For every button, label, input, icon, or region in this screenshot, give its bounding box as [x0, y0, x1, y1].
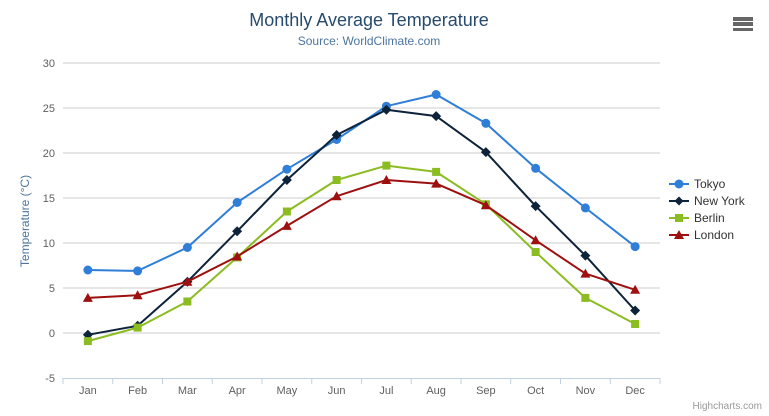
x-axis-label: Jan — [79, 385, 97, 397]
y-axis-label: 30 — [43, 58, 55, 70]
series-line-tokyo — [87, 93, 636, 272]
data-point-tokyo[interactable] — [431, 90, 441, 99]
chart-title: Monthly Average Temperature — [249, 10, 489, 30]
hamburger-icon — [733, 22, 753, 26]
highcharts-credit[interactable]: Highcharts.com — [692, 401, 762, 412]
data-point-tokyo[interactable] — [481, 118, 491, 128]
legend-item-berlin[interactable]: Berlin — [669, 209, 745, 226]
data-point-london[interactable] — [480, 200, 491, 210]
legend-item-tokyo[interactable]: Tokyo — [669, 175, 745, 192]
data-point-berlin[interactable] — [631, 320, 640, 328]
data-point-berlin[interactable] — [83, 337, 92, 346]
legend-label: Tokyo — [694, 176, 726, 191]
y-axis-label: 10 — [43, 238, 55, 250]
hamburger-icon — [733, 27, 753, 31]
data-point-berlin[interactable] — [133, 323, 142, 332]
data-point-london[interactable] — [580, 268, 591, 278]
y-axis-label: 25 — [43, 103, 55, 115]
data-point-tokyo[interactable] — [630, 242, 640, 252]
data-point-new-york[interactable] — [281, 175, 292, 185]
data-point-london[interactable] — [331, 191, 342, 201]
data-point-berlin[interactable] — [183, 297, 192, 306]
data-point-london[interactable] — [132, 290, 143, 300]
data-point-london[interactable] — [630, 284, 641, 294]
data-point-tokyo[interactable] — [580, 203, 590, 213]
data-point-tokyo[interactable] — [133, 266, 143, 276]
legend-label: New York — [694, 193, 745, 208]
data-point-berlin[interactable] — [382, 161, 391, 170]
series-line-berlin — [87, 164, 636, 343]
legend-label: Berlin — [694, 210, 725, 225]
x-axis-label: Jun — [328, 385, 346, 397]
data-point-new-york[interactable] — [530, 201, 541, 212]
hamburger-icon — [733, 17, 753, 21]
data-point-new-york[interactable] — [431, 111, 442, 122]
x-axis-label: Feb — [128, 385, 147, 397]
data-point-new-york[interactable] — [331, 130, 342, 140]
data-point-berlin[interactable] — [581, 293, 590, 302]
legend-item-london[interactable]: London — [669, 226, 745, 243]
data-point-tokyo[interactable] — [232, 198, 242, 207]
legend: Tokyo New York Berlin London — [669, 175, 745, 243]
chart-subtitle: Source: WorldClimate.com — [297, 34, 441, 48]
data-point-new-york[interactable] — [630, 305, 641, 316]
legend-marker-london — [669, 229, 689, 239]
legend-marker-berlin — [669, 213, 689, 222]
x-axis-label: Oct — [527, 385, 544, 397]
data-point-new-york[interactable] — [580, 250, 591, 261]
y-axis-label: 5 — [49, 283, 55, 295]
data-point-london[interactable] — [232, 251, 243, 261]
x-axis-label: Jul — [379, 385, 393, 397]
data-point-tokyo[interactable] — [182, 243, 192, 252]
data-point-london[interactable] — [530, 235, 541, 245]
legend-marker-new-york — [669, 196, 689, 205]
data-point-new-york[interactable] — [480, 147, 491, 158]
x-axis-label: Apr — [229, 385, 246, 397]
legend-item-new-york[interactable]: New York — [669, 192, 745, 209]
y-axis-title: Temperature (°C) — [18, 174, 32, 268]
data-point-berlin[interactable] — [432, 167, 441, 176]
legend-label: London — [694, 227, 735, 242]
data-point-london[interactable] — [431, 178, 442, 188]
data-point-london[interactable] — [381, 175, 392, 184]
data-point-tokyo[interactable] — [531, 163, 541, 173]
x-axis-label: May — [276, 385, 297, 397]
data-point-tokyo[interactable] — [282, 164, 292, 174]
y-axis-label: 0 — [49, 328, 55, 340]
legend-marker-tokyo — [669, 179, 689, 188]
data-point-berlin[interactable] — [531, 248, 540, 256]
series-line-new-york — [87, 108, 636, 336]
x-axis-label: Aug — [426, 385, 446, 397]
y-axis-label: -5 — [45, 373, 55, 385]
export-menu-button[interactable] — [733, 17, 753, 31]
data-point-london[interactable] — [281, 220, 292, 230]
data-point-berlin[interactable] — [332, 176, 341, 184]
x-axis-label: Sep — [476, 385, 496, 397]
series-line-london — [87, 179, 636, 299]
x-axis-label: Dec — [625, 385, 645, 397]
data-point-tokyo[interactable] — [83, 265, 93, 275]
data-point-berlin[interactable] — [282, 207, 291, 216]
data-point-london[interactable] — [82, 292, 93, 302]
y-axis-label: 15 — [43, 193, 55, 205]
x-axis-label: Mar — [178, 385, 197, 397]
data-point-new-york[interactable] — [381, 104, 392, 115]
x-axis-label: Nov — [576, 385, 596, 397]
y-axis-label: 20 — [43, 148, 55, 160]
data-point-london[interactable] — [182, 276, 193, 286]
data-point-new-york[interactable] — [232, 226, 243, 237]
